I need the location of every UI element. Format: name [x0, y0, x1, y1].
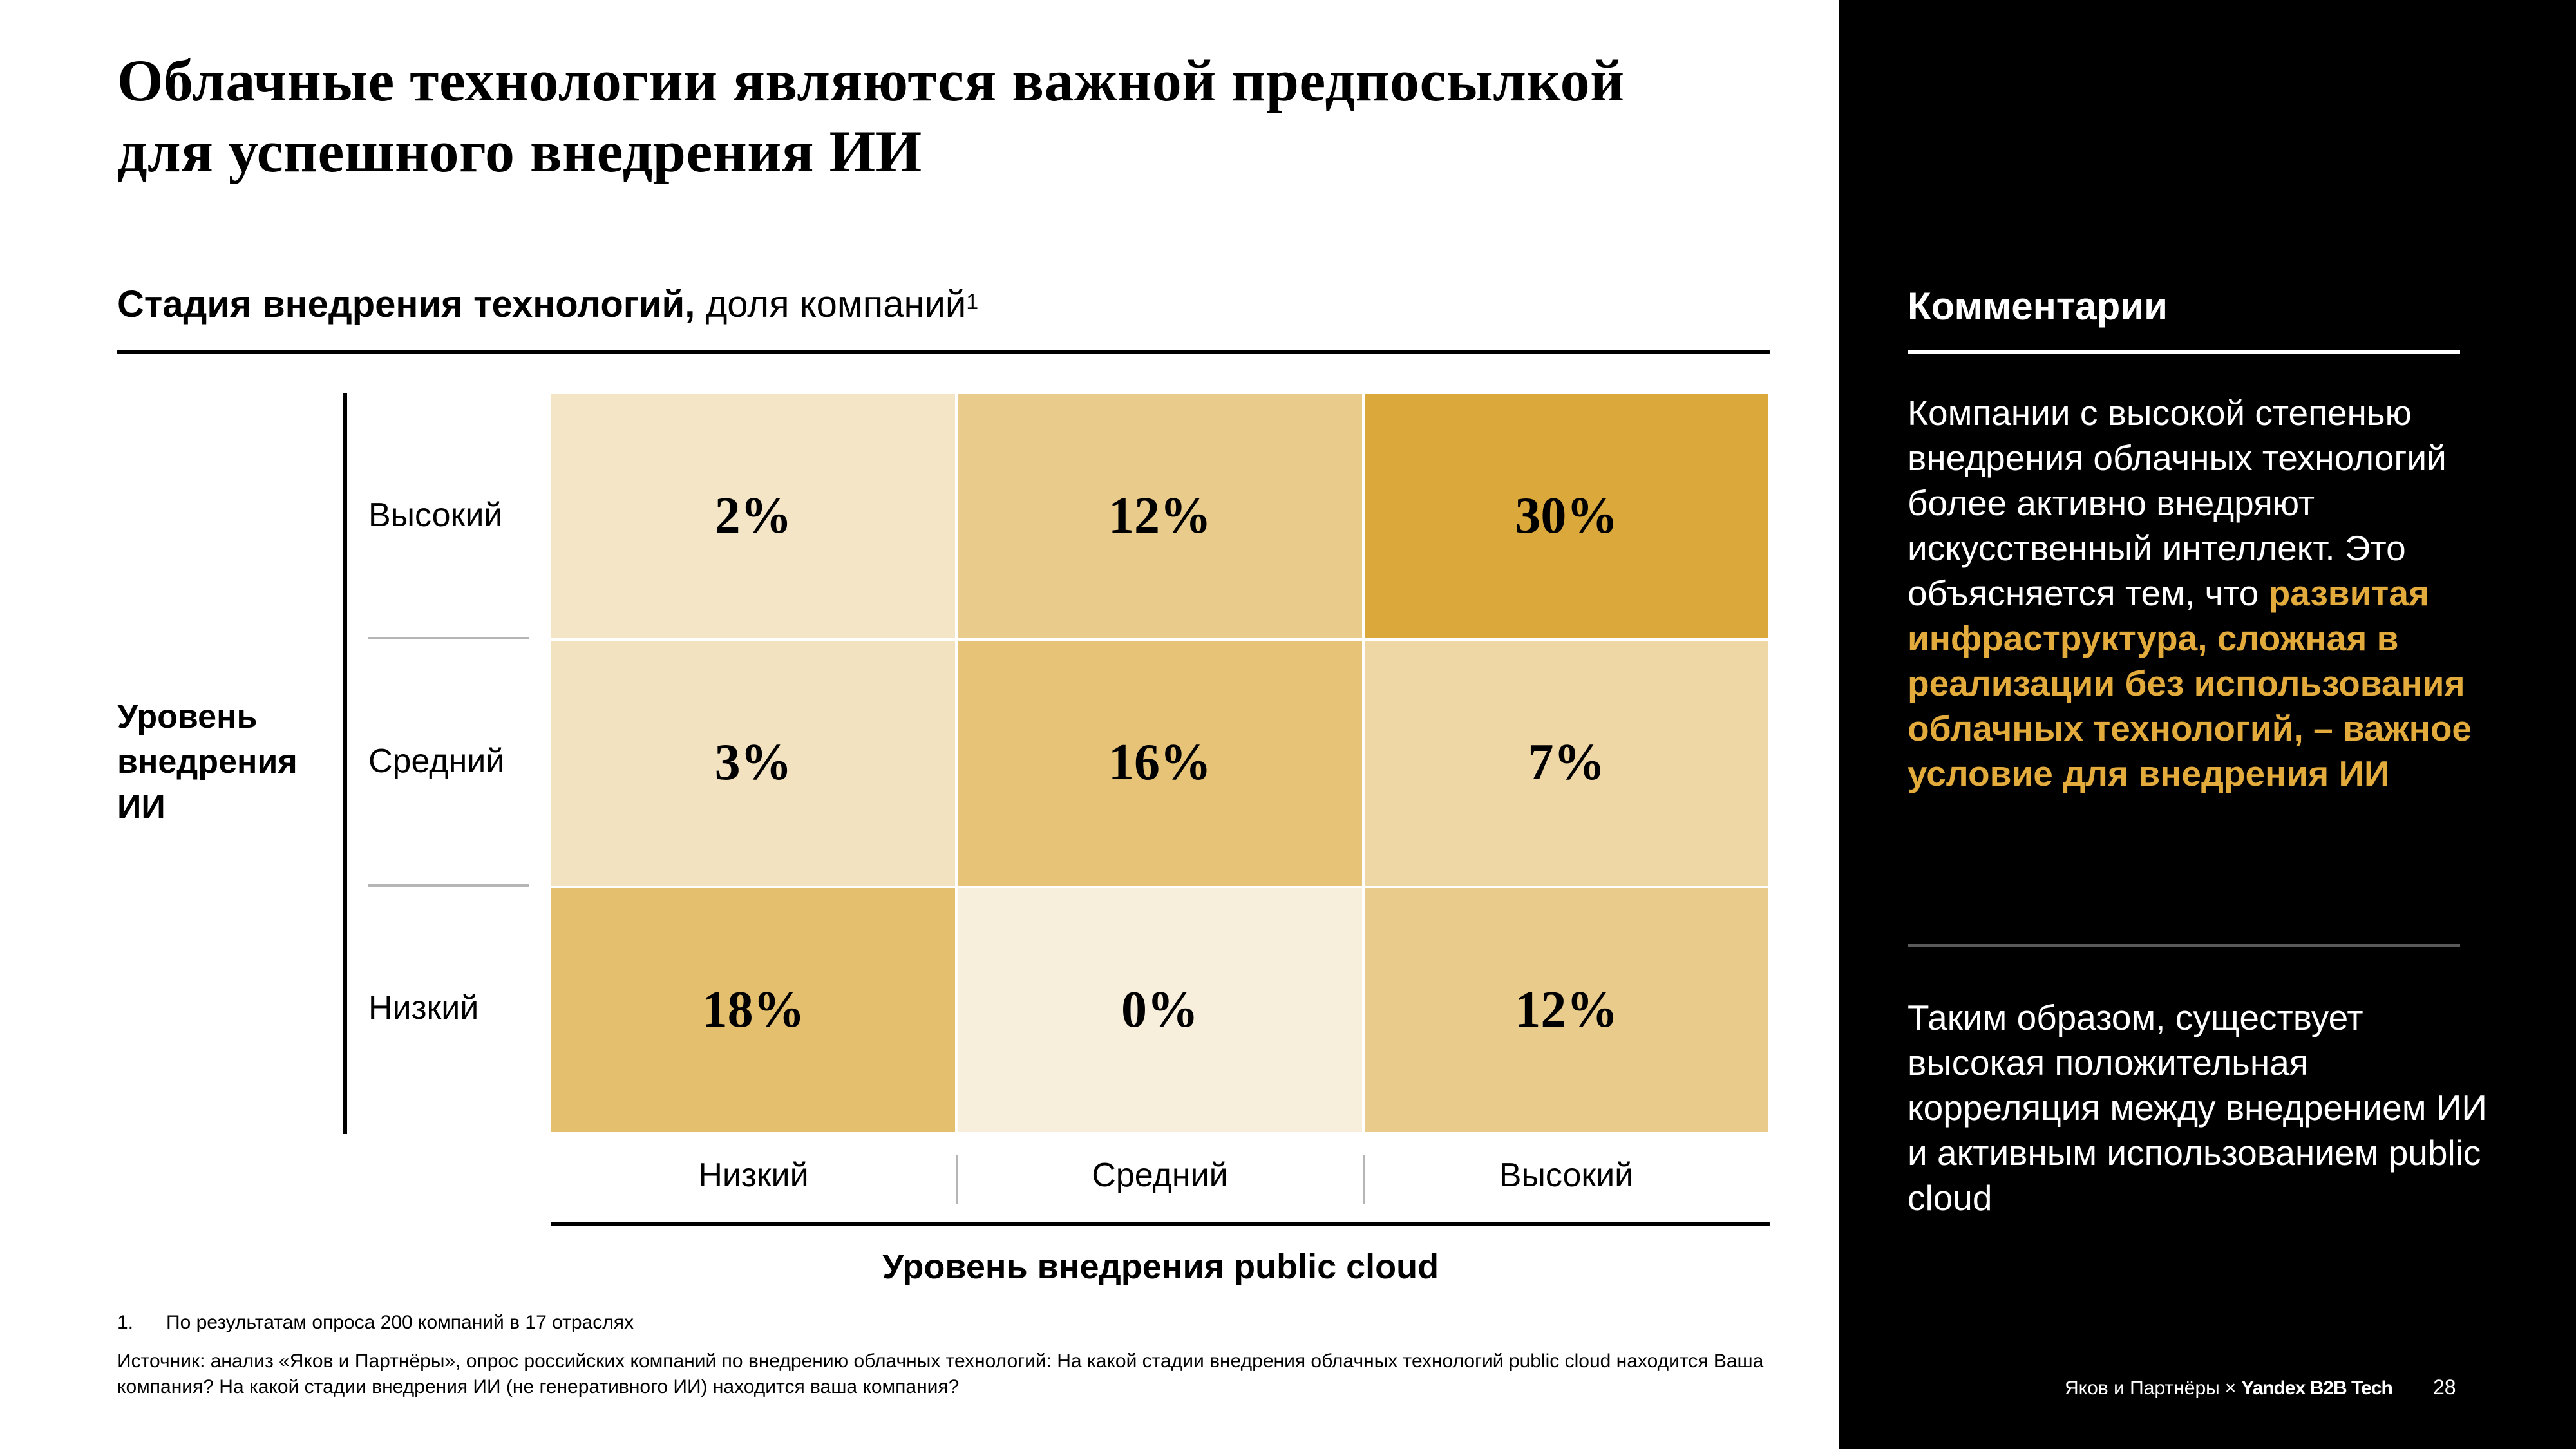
heatmap-cell-label: 12% [1108, 488, 1211, 545]
x-tick-label: Высокий [1499, 1157, 1634, 1194]
source-note: Источник: анализ «Яков и Партнёры», опро… [117, 1350, 1764, 1397]
heatmap-cell-label: 7% [1528, 734, 1605, 791]
y-tick-separator [368, 884, 529, 887]
brand-yakov-partners: Яков и Партнёры [2065, 1378, 2220, 1399]
heatmap-cell-label: 2% [714, 488, 792, 545]
subtitle-regular: доля компаний [695, 283, 967, 325]
slide-title: Облачные технологии являются важной пред… [117, 48, 1625, 184]
heatmap-grid: 2% 12% 30% 3% 16% 7% 18% 0% 12% [551, 394, 1768, 1132]
heatmap-cell: 18% [551, 887, 956, 1132]
heatmap-cell: 12% [1364, 887, 1768, 1132]
comments-panel [1839, 0, 2576, 1449]
subtitle-rule [117, 350, 1770, 354]
x-tick-label: Низкий [698, 1157, 809, 1194]
footnote: 1. По результатам опроса 200 компаний в 1… [117, 1311, 634, 1334]
y-axis-line [343, 393, 347, 1134]
heatmap-cell: 2% [551, 394, 956, 639]
comment-text: Компании с высокой степенью внедрения об… [1908, 393, 2447, 613]
x-tick-separator [1363, 1155, 1365, 1204]
brand-separator: × [2224, 1378, 2237, 1399]
comments-title: Комментарии [1908, 285, 2168, 328]
heatmap-cell-label: 18% [701, 981, 805, 1038]
heatmap-cell: 0% [958, 887, 1362, 1132]
x-axis-title: Уровень внедрения public cloud [882, 1247, 1439, 1286]
y-tick-label: Высокий [368, 497, 503, 534]
comments-title-rule [1908, 350, 2460, 354]
heatmap-cell: 3% [551, 641, 956, 886]
comment-highlight: развитая инфраструктура, сложная в реали… [1908, 573, 2472, 793]
footnote-number: 1. [117, 1312, 134, 1333]
heatmap-cell-label: 12% [1515, 981, 1618, 1038]
brand-yandex-b2b-tech: Yandex B2B Tech [2241, 1378, 2393, 1399]
footnote-ref: 1 [966, 290, 979, 314]
comment-paragraph-1: Компании с высокой степенью внедрения об… [1908, 390, 2487, 796]
heatmap-cell-label: 30% [1515, 488, 1618, 545]
heatmap-cell: 16% [958, 641, 1362, 886]
x-tick-separator [956, 1155, 958, 1204]
heatmap-cell: 30% [1364, 394, 1768, 639]
y-tick-separator [368, 637, 529, 639]
x-tick-label: Средний [1092, 1157, 1228, 1194]
y-tick-label: Средний [368, 743, 505, 780]
page-number: 28 [2433, 1376, 2456, 1399]
heatmap-cell-label: 0% [1121, 981, 1198, 1038]
subtitle-bold: Стадия внедрения технологий, [117, 283, 696, 325]
footnote-text: По результатам опроса 200 компаний в 17 … [166, 1312, 634, 1333]
chart-subtitle: Стадия внедрения технологий, доля компан… [117, 282, 978, 327]
x-axis-line [551, 1222, 1770, 1226]
comments-divider [1908, 944, 2460, 947]
comment-paragraph-2: Таким образом, существует высокая положи… [1908, 998, 2487, 1218]
heatmap-cell: 7% [1364, 641, 1768, 886]
heatmap-cell-label: 3% [714, 734, 792, 791]
heatmap-cell-label: 16% [1108, 734, 1211, 791]
y-tick-label: Низкий [368, 989, 479, 1027]
brand-logos: Яков и Партнёры × Yandex B2B Tech [2065, 1377, 2393, 1400]
y-axis-title: Уровень внедрения ИИ [117, 698, 298, 826]
heatmap-cell: 12% [958, 394, 1362, 639]
